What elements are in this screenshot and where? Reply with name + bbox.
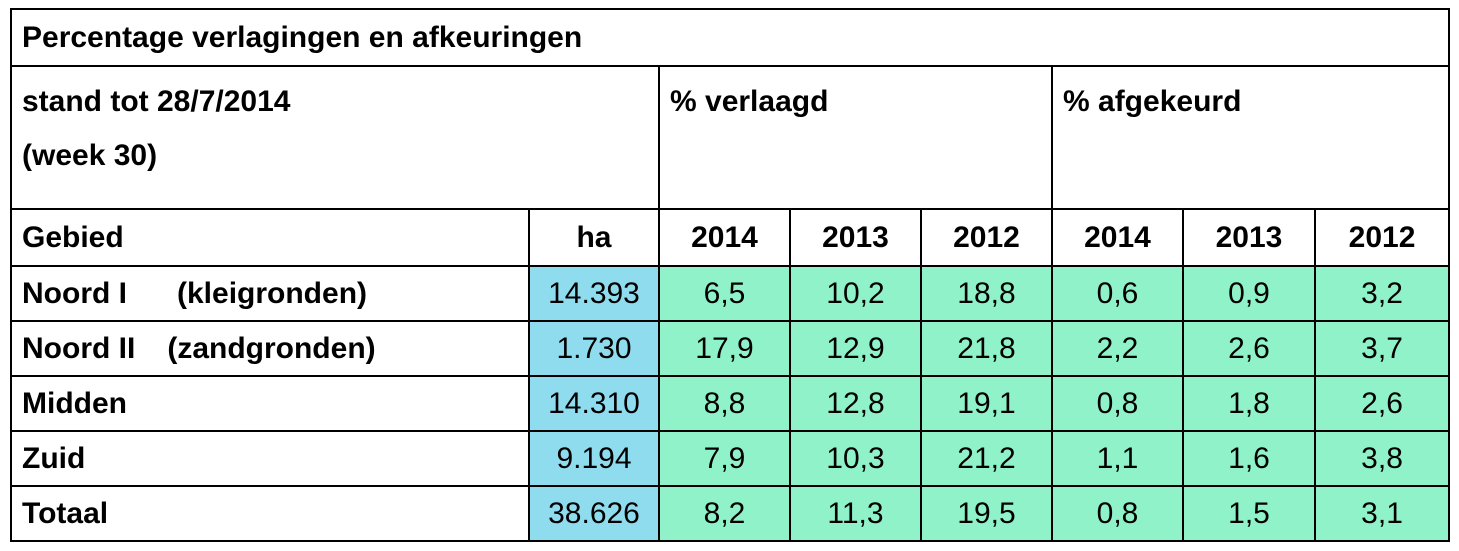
afgekeurd-cell: 2,2 xyxy=(1051,320,1184,377)
afgekeurd-cell: 2,6 xyxy=(1313,375,1451,432)
afgekeurd-cell: 3,8 xyxy=(1313,430,1451,487)
data-table: Percentage verlagingen en afkeuringen st… xyxy=(9,8,1451,542)
area-cell: Noord II (zandgronden) xyxy=(10,320,530,377)
afgekeurd-cell: 0,8 xyxy=(1051,375,1184,432)
ha-cell: 1.730 xyxy=(528,320,660,377)
column-header-verlaagd-year: 2013 xyxy=(789,208,922,267)
group-header-verlaagd: % verlaagd xyxy=(658,65,1053,210)
verlaagd-cell: 12,9 xyxy=(789,320,922,377)
verlaagd-cell: 21,2 xyxy=(920,430,1053,487)
verlaagd-cell: 10,2 xyxy=(789,265,922,322)
column-header-afgekeurd-year: 2012 xyxy=(1313,208,1451,267)
ha-cell: 14.393 xyxy=(528,265,660,322)
report-week: (week 30) xyxy=(22,139,158,172)
afgekeurd-cell: 3,1 xyxy=(1313,485,1451,542)
afgekeurd-cell: 1,8 xyxy=(1182,375,1316,432)
table-title: Percentage verlagingen en afkeuringen xyxy=(9,8,1451,67)
afgekeurd-cell: 0,8 xyxy=(1051,485,1184,542)
column-header-row: Gebied ha 2014 2013 2012 2014 2013 2012 xyxy=(10,208,1451,267)
column-header-afgekeurd-year: 2014 xyxy=(1051,208,1184,267)
afgekeurd-cell: 1,5 xyxy=(1182,485,1316,542)
verlaagd-cell: 11,3 xyxy=(789,485,922,542)
column-header-verlaagd-year: 2012 xyxy=(920,208,1053,267)
ha-cell: 38.626 xyxy=(528,485,660,542)
area-cell: Midden xyxy=(10,375,530,432)
verlaagd-cell: 19,1 xyxy=(920,375,1053,432)
verlaagd-cell: 19,5 xyxy=(920,485,1053,542)
area-cell: Noord I (kleigronden) xyxy=(10,265,530,322)
afgekeurd-cell: 3,2 xyxy=(1313,265,1451,322)
group-header-afgekeurd: % afgekeurd xyxy=(1050,65,1451,210)
column-header-verlaagd-year: 2014 xyxy=(658,208,791,267)
table-row: Zuid 9.194 7,9 10,3 21,2 1,1 1,6 3,8 xyxy=(10,430,1451,487)
area-cell: Totaal xyxy=(10,485,530,542)
ha-cell: 14.310 xyxy=(528,375,660,432)
verlaagd-cell: 21,8 xyxy=(920,320,1053,377)
area-name: Zuid xyxy=(22,441,86,475)
area-soil: (zandgronden) xyxy=(167,331,376,365)
table-container: Percentage verlagingen en afkeuringen st… xyxy=(9,8,1451,542)
report-date-cell: stand tot 28/7/2014 (week 30) xyxy=(10,65,660,210)
area-name: Midden xyxy=(22,386,127,420)
verlaagd-cell: 8,8 xyxy=(658,375,791,432)
verlaagd-cell: 8,2 xyxy=(658,485,791,542)
afgekeurd-cell: 1,1 xyxy=(1051,430,1184,487)
area-soil: (kleigronden) xyxy=(177,276,368,310)
afgekeurd-cell: 0,6 xyxy=(1051,265,1184,322)
table-row: Noord I (kleigronden) 14.393 6,5 10,2 18,… xyxy=(10,265,1451,322)
column-header-area: Gebied xyxy=(10,208,530,267)
report-date: stand tot 28/7/2014 xyxy=(22,85,291,118)
table-row-total: Totaal 38.626 8,2 11,3 19,5 0,8 1,5 3,1 xyxy=(10,485,1451,542)
verlaagd-cell: 17,9 xyxy=(658,320,791,377)
ha-cell: 9.194 xyxy=(528,430,660,487)
afgekeurd-cell: 3,7 xyxy=(1313,320,1451,377)
area-name: Noord I xyxy=(22,276,127,310)
table-row: Midden 14.310 8,8 12,8 19,1 0,8 1,8 2,6 xyxy=(10,375,1451,432)
verlaagd-cell: 12,8 xyxy=(789,375,922,432)
table-row: Noord II (zandgronden) 1.730 17,9 12,9 21… xyxy=(10,320,1451,377)
area-cell: Zuid xyxy=(10,430,530,487)
column-header-ha: ha xyxy=(528,208,660,267)
verlaagd-cell: 7,9 xyxy=(658,430,791,487)
column-header-afgekeurd-year: 2013 xyxy=(1182,208,1316,267)
verlaagd-cell: 10,3 xyxy=(789,430,922,487)
afgekeurd-cell: 0,9 xyxy=(1182,265,1316,322)
area-name: Noord II xyxy=(22,331,136,365)
verlaagd-cell: 6,5 xyxy=(658,265,791,322)
afgekeurd-cell: 2,6 xyxy=(1182,320,1316,377)
area-name: Totaal xyxy=(22,496,109,530)
afgekeurd-cell: 1,6 xyxy=(1182,430,1316,487)
verlaagd-cell: 18,8 xyxy=(920,265,1053,322)
